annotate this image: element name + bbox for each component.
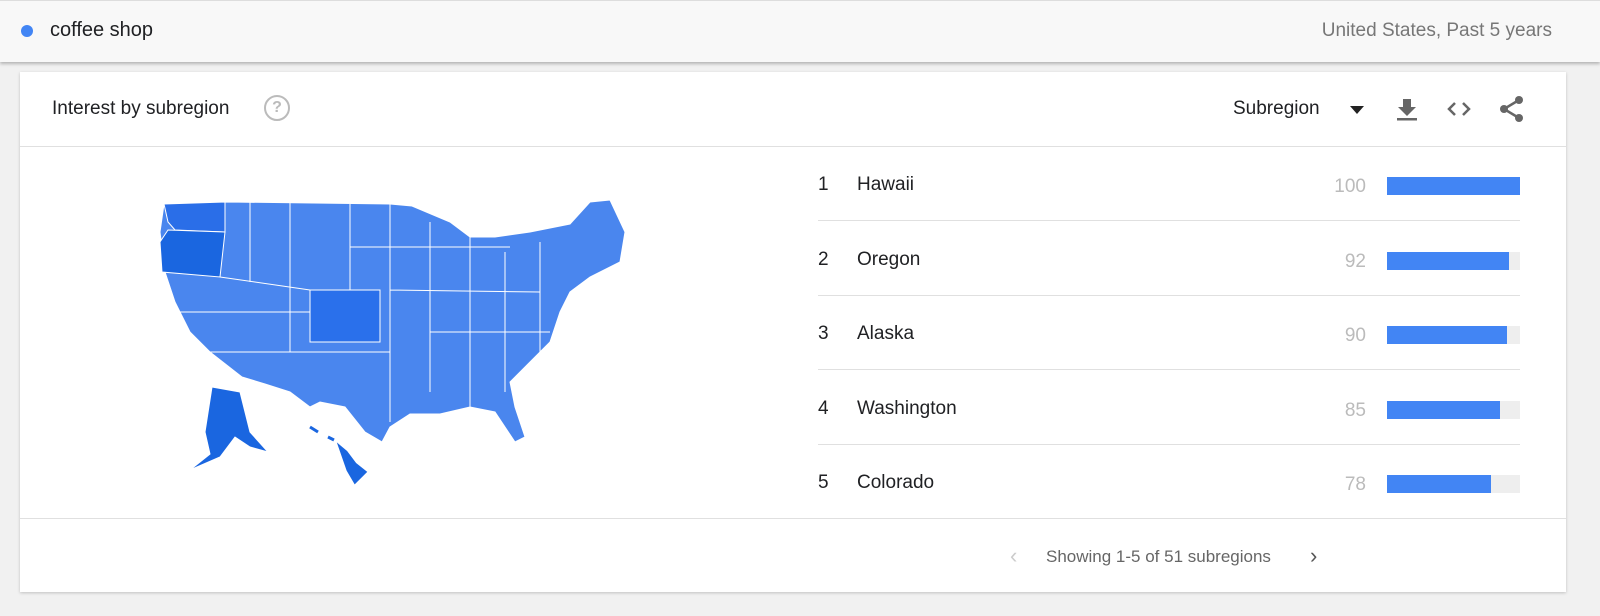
map-state-washington (163, 201, 226, 233)
interest-bar (1387, 177, 1520, 195)
interest-bar-fill (1387, 177, 1520, 195)
pagination: ‹ Showing 1-5 of 51 subregions › (20, 518, 1566, 593)
region-name[interactable]: Alaska (857, 323, 915, 344)
map-state-hawaii (309, 425, 368, 485)
interest-bar-fill (1387, 326, 1507, 344)
interest-value: 85 (1344, 400, 1366, 421)
term-color-dot (21, 25, 33, 37)
list-item[interactable]: 2 Oregon 92 (818, 221, 1520, 296)
pagination-label: Showing 1-5 of 51 subregions (1046, 547, 1271, 566)
map-state-oregon (159, 229, 226, 278)
share-icon[interactable] (1497, 94, 1527, 124)
dropdown-caret-icon[interactable] (1350, 106, 1364, 114)
interest-value: 100 (1334, 176, 1366, 197)
region-selector[interactable]: Subregion (1233, 98, 1320, 119)
interest-bar (1387, 475, 1520, 493)
rank: 4 (818, 398, 829, 419)
rank: 3 (818, 323, 829, 344)
interest-value: 90 (1344, 325, 1366, 346)
region-name[interactable]: Colorado (857, 472, 935, 493)
region-name[interactable]: Hawaii (857, 174, 915, 195)
rank: 5 (818, 472, 829, 493)
list-item[interactable]: 3 Alaska 90 (818, 295, 1520, 370)
rank: 1 (818, 174, 829, 195)
rank: 2 (818, 249, 829, 270)
map-contiguous-us (159, 199, 626, 443)
interest-value: 92 (1344, 251, 1366, 272)
interest-bar-fill (1387, 401, 1501, 419)
scope-label: United States, Past 5 years (1321, 20, 1552, 41)
interest-by-subregion-card: Interest by subregion ? Subregion 1 Hawa… (20, 72, 1566, 592)
map-state-alaska (189, 386, 270, 471)
search-term: coffee shop (50, 19, 154, 41)
interest-bar (1387, 401, 1520, 419)
interest-value: 78 (1344, 474, 1366, 495)
map-state-borders (180, 202, 550, 422)
help-icon[interactable]: ? (264, 95, 290, 121)
region-name[interactable]: Washington (857, 398, 957, 419)
region-name[interactable]: Oregon (857, 249, 921, 270)
card-title: Interest by subregion (52, 98, 230, 119)
embed-code-icon[interactable] (1444, 94, 1474, 124)
map-state-colorado (309, 289, 381, 343)
interest-bar-fill (1387, 475, 1491, 493)
prev-page-button[interactable]: ‹ (1010, 543, 1018, 568)
interest-bar (1387, 252, 1520, 270)
list-item[interactable]: 1 Hawaii 100 (818, 146, 1520, 221)
next-page-button[interactable]: › (1310, 543, 1318, 568)
search-term-bar: coffee shop United States, Past 5 years (0, 0, 1600, 62)
us-subregion-map[interactable] (150, 192, 650, 492)
card-header: Interest by subregion ? Subregion (20, 72, 1566, 147)
list-item[interactable]: 4 Washington 85 (818, 370, 1520, 445)
interest-bar (1387, 326, 1520, 344)
interest-bar-fill (1387, 252, 1510, 270)
download-icon[interactable] (1392, 94, 1422, 124)
list-item[interactable]: 5 Colorado 78 (818, 444, 1520, 519)
